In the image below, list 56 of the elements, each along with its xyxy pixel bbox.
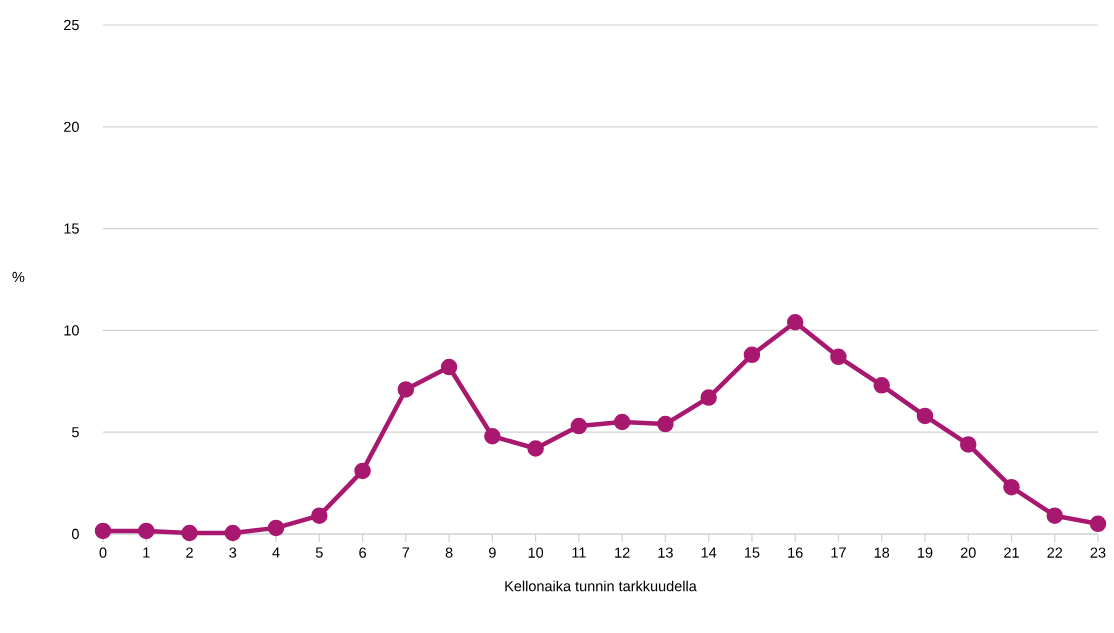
point — [94, 522, 112, 540]
x-tick-label: 4 — [272, 547, 280, 558]
y-tick-label: 5 — [71, 427, 79, 438]
x-tick-label: 1 — [143, 547, 150, 558]
point — [657, 415, 674, 433]
x-axis-title: Kellonaika tunnin tarkkuudella — [505, 580, 697, 592]
point — [959, 436, 977, 453]
point — [700, 389, 717, 406]
x-tick-label: 13 — [658, 547, 673, 558]
x-tick-label: 18 — [874, 547, 890, 558]
point — [267, 519, 285, 537]
y-axis-title: % — [12, 271, 25, 283]
y-tick-label: 10 — [64, 325, 79, 336]
point — [1089, 515, 1107, 533]
point — [743, 346, 761, 364]
x-tick-label: 0 — [99, 547, 107, 558]
x-tick-label: 16 — [788, 547, 803, 558]
point — [397, 381, 415, 398]
x-tick-label: 3 — [229, 547, 237, 558]
x-tick-label: 10 — [528, 547, 544, 558]
x-tick-label: 19 — [918, 547, 933, 558]
x-tick-label: 9 — [488, 547, 496, 558]
point — [138, 522, 155, 540]
x-tick-label: 14 — [701, 547, 717, 558]
x-tick-label: 15 — [744, 547, 760, 558]
x-tick-label: 21 — [1004, 547, 1019, 558]
y-tick-label: 20 — [64, 121, 79, 132]
point — [570, 417, 588, 435]
x-tick-label: 7 — [402, 547, 410, 558]
x-tick-label: 20 — [960, 547, 976, 558]
x-tick-label: 6 — [359, 547, 366, 558]
x-tick-label: 2 — [186, 547, 193, 558]
x-tick-label: 5 — [315, 547, 323, 558]
point — [354, 462, 371, 480]
point — [873, 377, 890, 394]
y-tick-label: 15 — [64, 223, 79, 234]
point — [786, 314, 804, 331]
x-tick-label: 22 — [1047, 547, 1063, 558]
y-tick-label: 25 — [64, 19, 79, 31]
point — [613, 413, 631, 431]
x-tick-label: 12 — [615, 547, 630, 558]
point — [830, 348, 847, 366]
point — [1046, 507, 1063, 524]
point — [224, 524, 242, 542]
point — [484, 428, 501, 445]
x-tick-label: 8 — [445, 547, 453, 558]
x-tick-label: 23 — [1090, 547, 1106, 558]
y-tick-label: 0 — [71, 528, 79, 540]
point — [1003, 478, 1020, 496]
x-tick-label: 17 — [831, 547, 846, 558]
x-tick-label: 11 — [572, 547, 586, 558]
point — [311, 507, 328, 524]
point — [181, 524, 198, 542]
point — [527, 440, 544, 457]
point — [440, 358, 458, 376]
point — [916, 407, 934, 425]
